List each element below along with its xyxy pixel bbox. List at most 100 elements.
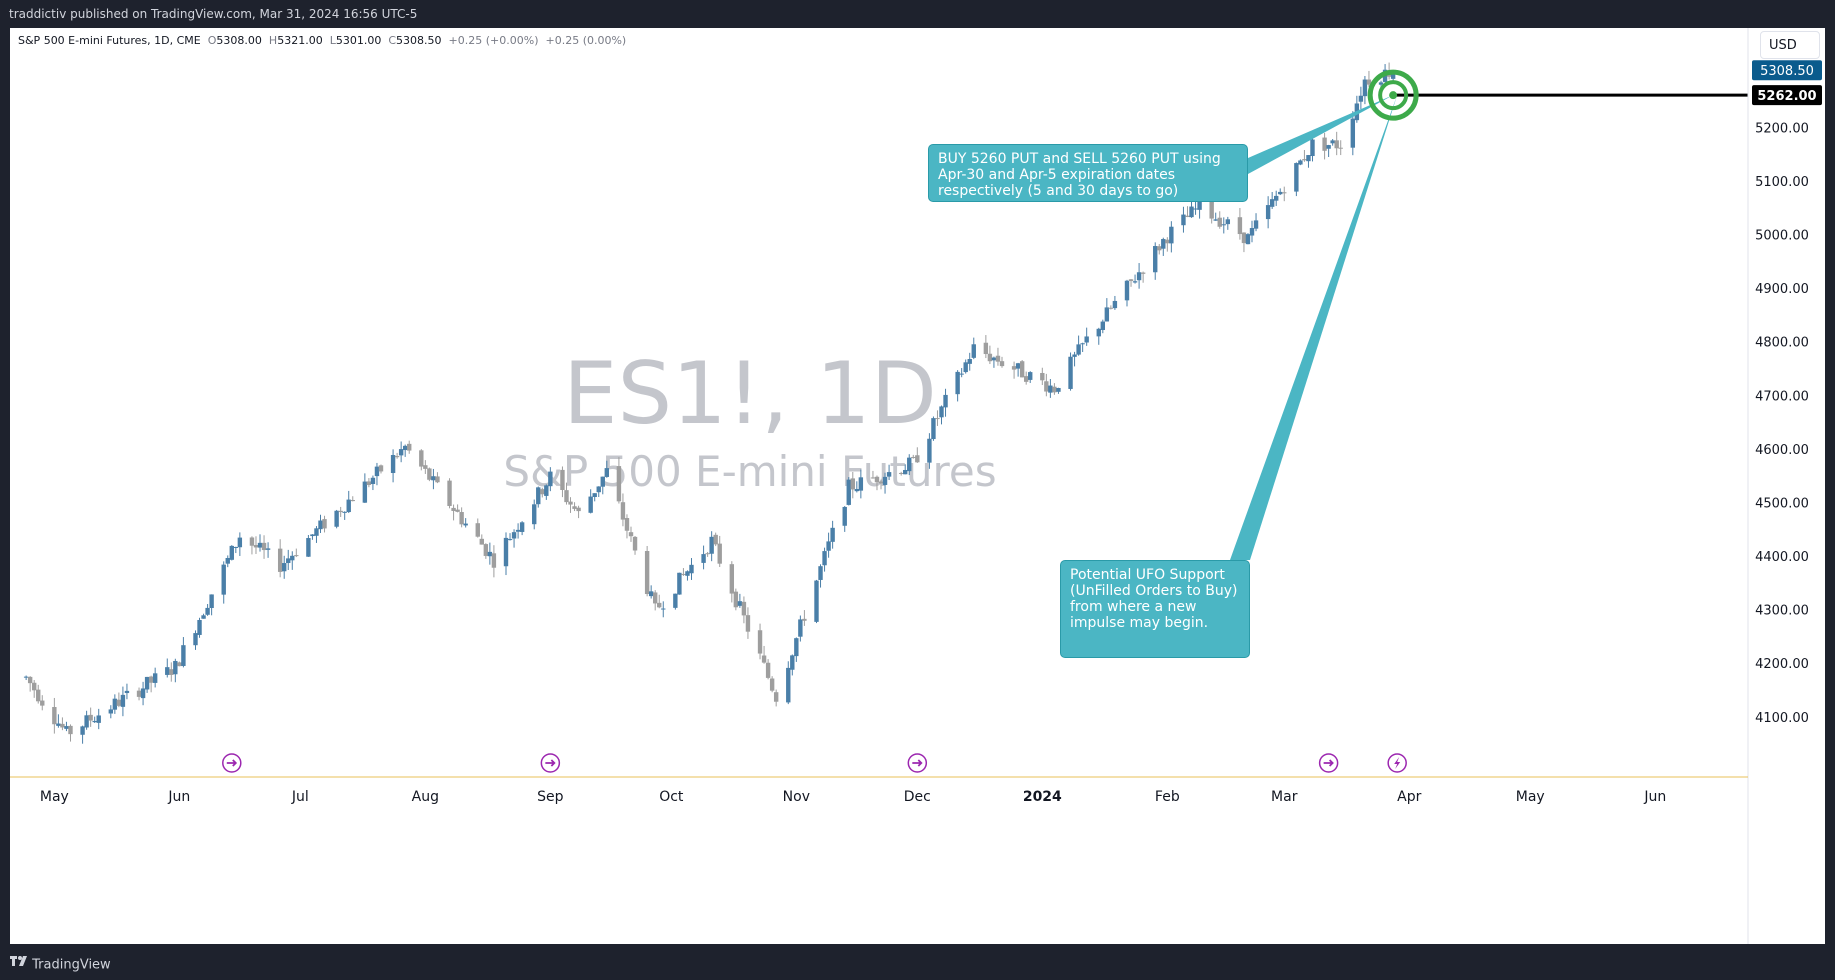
event-arrow-glyph xyxy=(912,759,923,767)
candle-body xyxy=(991,357,997,361)
candle-body xyxy=(68,725,73,735)
drawings-layer[interactable] xyxy=(1230,69,1748,560)
candle-body xyxy=(568,501,573,505)
last-price-tag: 5308.50 xyxy=(1760,64,1814,79)
candle-body xyxy=(870,477,876,479)
candle-body xyxy=(907,457,912,472)
candle-body xyxy=(616,466,622,502)
price-chart[interactable]: ES1!, 1D S&P 500 E-mini Futures 4100.004… xyxy=(10,28,1825,944)
candle-body xyxy=(366,481,372,485)
event-bolt-glyph xyxy=(1394,757,1401,769)
candle-body xyxy=(911,456,916,458)
candle-body xyxy=(64,726,69,729)
high-label: H xyxy=(268,34,278,47)
candle-body xyxy=(1294,163,1299,192)
candle-body xyxy=(169,669,174,675)
candle-body xyxy=(120,694,126,707)
candle-body xyxy=(451,507,456,511)
candle-body xyxy=(1028,372,1033,380)
change-percent: +0.25 (0.00%) xyxy=(545,34,627,47)
candle-body xyxy=(794,638,799,657)
candle-body xyxy=(536,487,541,505)
candle-body xyxy=(334,510,339,527)
event-arrow-icon[interactable] xyxy=(222,753,242,773)
publish-text: traddictiv published on TradingView.com,… xyxy=(9,7,418,21)
price-tick-label: 4100.00 xyxy=(1755,711,1809,726)
candle-body xyxy=(1169,226,1174,244)
candle-body xyxy=(1132,281,1138,283)
candle-body xyxy=(1358,95,1364,102)
candle-body xyxy=(1249,228,1255,236)
candle-body xyxy=(314,528,319,536)
close-value: 5308.50 xyxy=(396,34,442,47)
candle-body xyxy=(290,555,295,561)
candle-body xyxy=(459,512,464,525)
time-tick-label: Jul xyxy=(291,789,309,805)
candle-body xyxy=(394,455,400,458)
callout-pointer-trade xyxy=(1248,95,1394,174)
events-layer[interactable] xyxy=(222,753,1407,773)
time-axis[interactable]: May Jun Jul Aug Sep Oct Nov Dec 2024 Feb Mar Apr May… xyxy=(40,789,1666,805)
candle-body xyxy=(419,450,424,467)
candle-body xyxy=(802,618,807,621)
candle-body xyxy=(1015,363,1021,369)
time-tick-label: Aug xyxy=(412,789,439,805)
candle-body xyxy=(814,580,819,622)
candle-body xyxy=(1213,219,1218,221)
watermark-name: S&P 500 E-mini Futures xyxy=(503,447,996,496)
candle-body xyxy=(826,541,831,551)
candle-body xyxy=(197,619,202,635)
event-arrow-icon[interactable] xyxy=(907,753,928,773)
annotation-callout-support[interactable]: Potential UFO Support (UnFilled Orders t… xyxy=(1060,560,1250,658)
candle-body xyxy=(346,499,351,513)
candle-body xyxy=(600,476,605,487)
candle-body xyxy=(116,699,122,706)
chart-pane[interactable]: ES1!, 1D S&P 500 E-mini Futures 4100.00 4… xyxy=(10,28,1825,944)
candle-body xyxy=(878,481,884,484)
candle-body xyxy=(455,509,460,512)
candle-body xyxy=(511,532,517,539)
price-axis[interactable]: 4100.00 4200.00 4300.00 4400.00 4500.00 4600.… xyxy=(1755,121,1809,725)
currency-button[interactable]: USD xyxy=(1760,31,1820,59)
candle-body xyxy=(939,406,944,418)
candle-body xyxy=(1104,307,1110,322)
candle-body xyxy=(253,545,259,548)
candle-body xyxy=(519,522,525,532)
event-arrow-icon[interactable] xyxy=(540,753,561,773)
event-bolt-icon[interactable] xyxy=(1387,753,1407,773)
target-icon[interactable] xyxy=(1367,69,1419,121)
candle-body xyxy=(350,499,355,502)
candle-body xyxy=(1225,219,1231,225)
candle-body xyxy=(257,542,263,548)
candle-body xyxy=(773,692,779,702)
candle-body xyxy=(737,601,743,606)
candle-body xyxy=(181,645,186,666)
candle-body xyxy=(140,688,146,699)
symbol-legend[interactable]: S&P 500 E-mini Futures, 1D, CME O5308.00… xyxy=(18,34,626,47)
candle-body xyxy=(1040,372,1045,381)
candle-body xyxy=(124,690,130,694)
candle-body xyxy=(769,678,775,691)
candle-body xyxy=(830,527,835,542)
event-arrow-glyph xyxy=(1323,759,1334,767)
candle-body xyxy=(294,555,299,557)
callout-pointer-support xyxy=(1230,95,1398,560)
annotation-callout-trade[interactable]: BUY 5260 PUT and SELL 5260 PUT using Apr… xyxy=(928,144,1248,202)
level-price-tag-bg xyxy=(1752,85,1822,106)
candle-body xyxy=(1273,195,1279,201)
candle-body xyxy=(261,542,267,551)
candle-body xyxy=(282,563,287,572)
candle-body xyxy=(1237,217,1243,235)
candle-body xyxy=(701,554,706,563)
candle-body xyxy=(1153,246,1158,273)
candle-body xyxy=(1161,239,1166,249)
candle-body xyxy=(56,723,61,726)
candle-body xyxy=(503,537,509,567)
candle-body xyxy=(882,476,888,485)
candle-body xyxy=(1322,137,1327,151)
candle-body xyxy=(306,538,311,557)
event-arrow-icon[interactable] xyxy=(1318,753,1339,773)
candle-body xyxy=(576,507,581,512)
candle-body xyxy=(644,551,650,595)
candle-body xyxy=(745,615,751,632)
